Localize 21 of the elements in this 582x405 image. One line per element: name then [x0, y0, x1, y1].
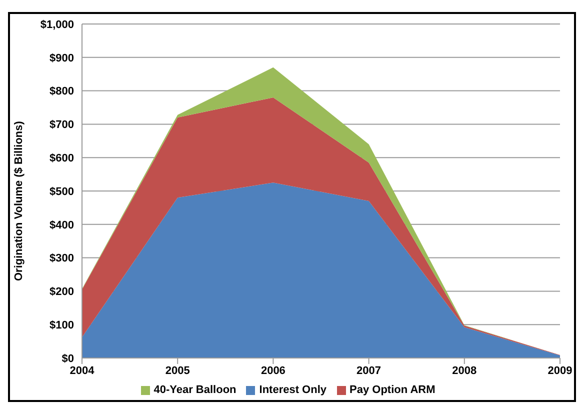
- x-tick-label: 2007: [356, 364, 382, 377]
- y-axis-title: Origination Volume ($ Billions): [12, 120, 25, 281]
- y-tick-label: $100: [50, 320, 74, 332]
- x-tick-label: 2005: [165, 364, 190, 377]
- y-tick-label: $1,000: [40, 18, 74, 31]
- y-tick-label: $200: [50, 286, 74, 298]
- y-tick-label: $500: [50, 186, 74, 198]
- x-tick-label: 2006: [260, 364, 286, 377]
- x-tick-label: 2008: [452, 364, 477, 377]
- x-tick-label: 2004: [70, 364, 96, 377]
- y-tick-label: $900: [50, 52, 74, 64]
- legend-label: Pay Option ARM: [350, 384, 436, 396]
- y-tick-label: $800: [50, 86, 74, 98]
- y-tick-label: $700: [50, 119, 74, 132]
- legend-label: 40-Year Balloon: [154, 384, 236, 396]
- y-tick-label: $600: [50, 152, 74, 165]
- x-tick-label: 2009: [548, 364, 572, 377]
- y-tick-label: $300: [50, 252, 74, 265]
- y-tick-label: $400: [50, 219, 74, 232]
- legend-label: Interest Only: [259, 384, 327, 396]
- y-tick-label: $0: [62, 352, 74, 365]
